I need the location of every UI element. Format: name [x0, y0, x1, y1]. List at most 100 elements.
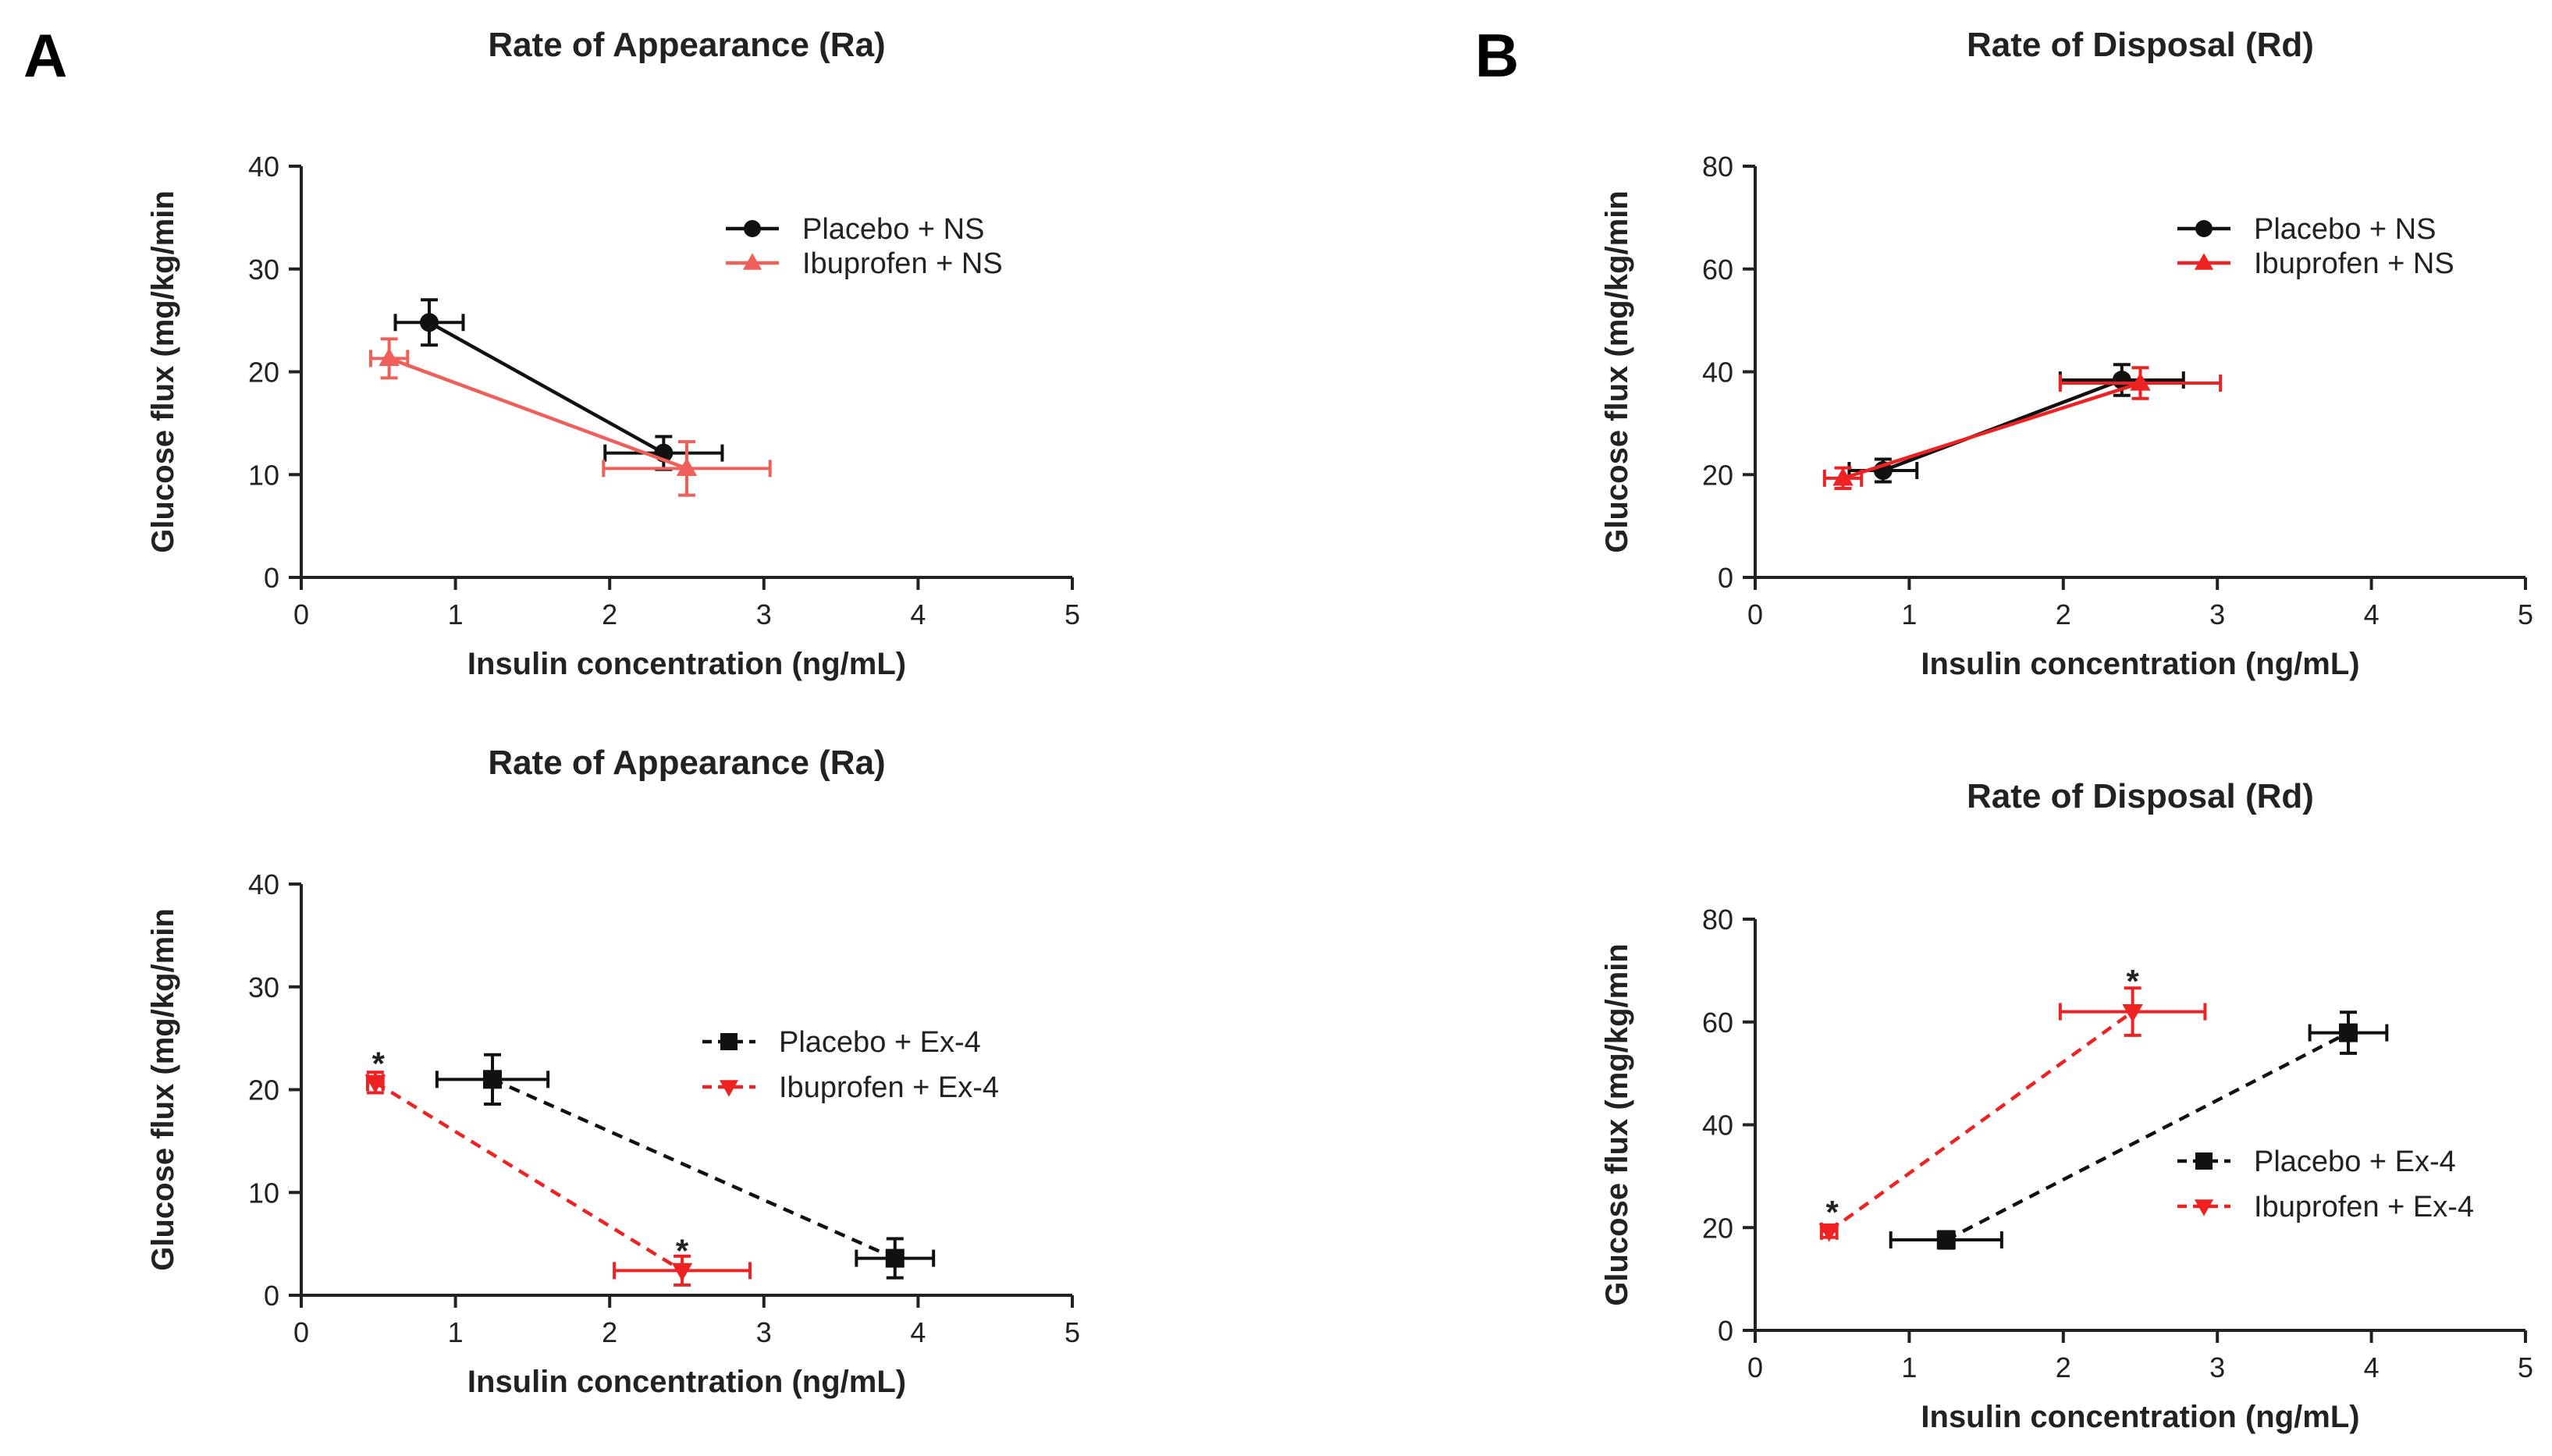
significance-asterisk: * — [1826, 1194, 1839, 1230]
point-marker — [676, 457, 698, 476]
y-tick-label: 30 — [248, 254, 279, 286]
legend-entry: Ibuprofen + NS — [726, 247, 1003, 280]
y-tick-label: 20 — [1702, 1212, 1733, 1244]
chart-4-bottom-right: Rate of Disposal (Rd) 0 1 2 3 4 5 0 20 40 60 80 Insu… — [1600, 777, 2533, 1434]
x-tick-label: 0 — [293, 598, 309, 630]
x-tick-label: 0 — [293, 1316, 309, 1348]
data-point — [1818, 1222, 1839, 1242]
data-point — [1889, 1230, 2003, 1250]
point-marker — [1936, 1230, 1956, 1250]
series-line — [374, 1081, 684, 1273]
chart-title: Rate of Disposal (Rd) — [1967, 777, 2314, 815]
point-marker — [2122, 1003, 2143, 1023]
y-tick-label: 60 — [1702, 254, 1733, 286]
legend-label: Ibuprofen + NS — [802, 247, 1003, 280]
data-point — [435, 1053, 550, 1106]
legend-label: Ibuprofen + Ex-4 — [779, 1071, 999, 1104]
chart-title: Rate of Disposal (Rd) — [1967, 26, 2314, 64]
series-ibuprofen-ns — [1822, 366, 2223, 491]
significance-asterisk: * — [676, 1232, 689, 1269]
x-tick-label: 2 — [2056, 598, 2071, 630]
legend-entry: Placebo + NS — [2177, 213, 2436, 246]
y-axis-label: Glucose flux (mg/kg/min — [146, 190, 180, 553]
x-tick-label: 0 — [1747, 1351, 1763, 1383]
x-axis-label: Insulin concentration (ng/mL) — [467, 1365, 906, 1399]
significance-asterisk: * — [2126, 963, 2139, 1000]
x-axis-label: Insulin concentration (ng/mL) — [1921, 1400, 2359, 1434]
point-marker — [885, 1248, 905, 1268]
legend-entry: Ibuprofen + NS — [2177, 247, 2454, 280]
legend-marker — [2194, 1199, 2214, 1216]
point-marker — [364, 1074, 386, 1094]
legend-marker — [742, 253, 762, 270]
series-line — [388, 357, 688, 471]
data-point — [2058, 986, 2207, 1037]
data-point — [2308, 1010, 2389, 1055]
legend-marker — [719, 1080, 739, 1097]
x-tick-label: 4 — [910, 1316, 926, 1348]
y-axis-label: Glucose flux (mg/kg/min — [1600, 190, 1634, 553]
x-tick-label: 2 — [2056, 1351, 2071, 1383]
point-marker — [2112, 371, 2131, 390]
x-tick-label: 4 — [2364, 598, 2380, 630]
series-line — [1945, 1031, 2350, 1242]
series-placebo-ns — [393, 298, 724, 471]
y-tick-label: 40 — [248, 151, 279, 183]
y-tick-label: 10 — [248, 1177, 279, 1209]
x-tick-label: 1 — [1901, 1351, 1917, 1383]
data-point — [855, 1237, 936, 1280]
y-tick-label: 60 — [1702, 1007, 1733, 1039]
y-tick-label: 80 — [1702, 904, 1733, 936]
y-tick-label: 0 — [264, 562, 279, 594]
legend-entry: Placebo + Ex-4 — [702, 1026, 981, 1059]
chart-title: Rate of Appearance (Ra) — [488, 744, 885, 782]
data-point — [393, 298, 465, 347]
legend-label: Placebo + Ex-4 — [2254, 1145, 2456, 1178]
charts-container: Rate of Appearance (Ra)0 1 2 3 4 5010203040In… — [146, 26, 2533, 1434]
x-tick-label: 3 — [756, 1316, 772, 1348]
y-tick-label: 30 — [248, 971, 279, 1003]
data-point — [2058, 363, 2185, 397]
series-line — [1828, 1010, 2134, 1233]
y-axis-label: Glucose flux (mg/kg/min — [1600, 943, 1634, 1306]
x-tick-label: 1 — [448, 598, 464, 630]
x-tick-label: 1 — [1901, 598, 1917, 630]
y-tick-label: 40 — [248, 868, 279, 900]
chart-3-bottom-left: Rate of Appearance (Ra) 0 1 2 3 4 5 0 10 20 30 40 In… — [146, 744, 1080, 1399]
point-marker — [671, 1262, 693, 1282]
x-tick-label: 3 — [2209, 1351, 2225, 1383]
legend-label: Placebo + NS — [802, 213, 984, 246]
data-point — [1822, 466, 1864, 491]
y-axis-label: Glucose flux (mg/kg/min — [146, 908, 180, 1271]
data-point — [368, 337, 410, 380]
legend-marker — [744, 220, 761, 237]
panel-letter-a: A — [23, 21, 67, 90]
x-tick-label: 3 — [2209, 598, 2225, 630]
y-tick-label: 0 — [1718, 1315, 1733, 1347]
x-tick-label: 5 — [1065, 1316, 1080, 1348]
x-tick-label: 5 — [2518, 1351, 2533, 1383]
chart-title: Rate of Appearance (Ra) — [488, 26, 885, 64]
point-marker — [2130, 372, 2151, 391]
y-tick-label: 0 — [264, 1280, 279, 1312]
legend-marker — [2195, 1152, 2213, 1170]
series-line — [1842, 381, 2141, 481]
y-tick-label: 80 — [1702, 151, 1733, 183]
y-tick-label: 40 — [1702, 357, 1733, 389]
x-tick-label: 1 — [448, 1316, 464, 1348]
point-marker — [483, 1070, 503, 1089]
x-tick-label: 5 — [2518, 598, 2533, 630]
series-line — [1882, 378, 2123, 473]
y-tick-label: 0 — [1718, 562, 1733, 594]
legend-entry: Ibuprofen + Ex-4 — [702, 1071, 999, 1104]
significance-asterisk: * — [372, 1046, 386, 1082]
x-tick-label: 2 — [602, 598, 617, 630]
x-tick-label: 4 — [910, 598, 926, 630]
point-marker — [2338, 1023, 2358, 1042]
y-tick-label: 40 — [1702, 1110, 1733, 1142]
x-tick-label: 3 — [756, 598, 772, 630]
point-marker — [1832, 467, 1854, 486]
legend-entry: Ibuprofen + Ex-4 — [2177, 1191, 2474, 1223]
series-placebo-ex-4 — [1889, 1010, 2389, 1250]
